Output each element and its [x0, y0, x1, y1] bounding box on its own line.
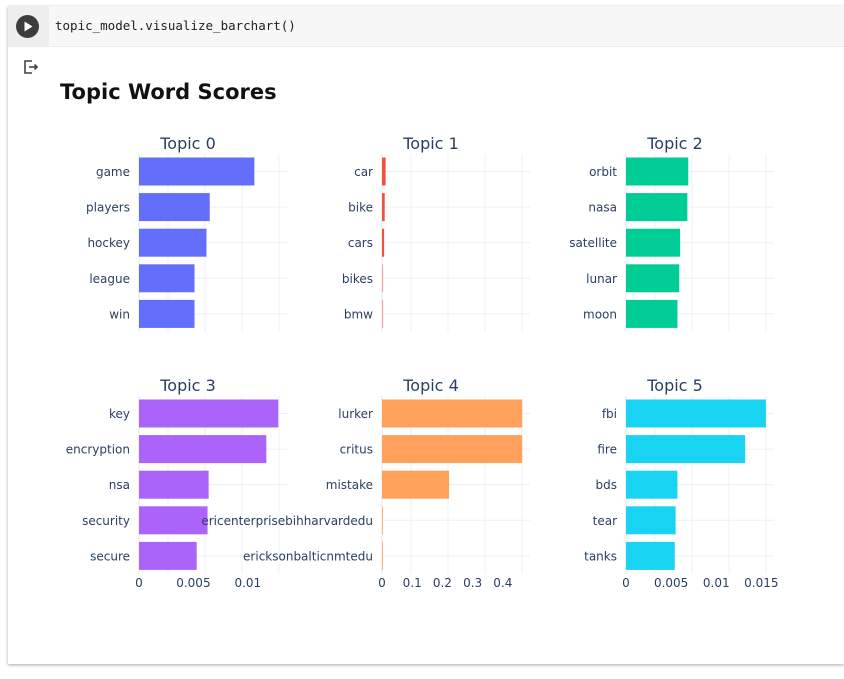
bar-orbit[interactable] [626, 157, 689, 186]
bar-label: nsa [109, 478, 130, 492]
cell-output: Topic Word Scores Topic 0 game players hock… [49, 52, 844, 664]
bar-label: secure [90, 549, 130, 563]
bar-label: cars [348, 236, 373, 250]
x-tick-label: 0 [622, 576, 630, 590]
bar-security[interactable] [139, 506, 208, 535]
x-tick-label: 0.01 [703, 576, 730, 590]
code-editor[interactable]: topic_model.visualize_barchart() [55, 18, 296, 33]
bar-tear[interactable] [626, 506, 676, 535]
bar-label: moon [583, 307, 617, 321]
bar-label: lunar [586, 272, 617, 286]
play-icon [24, 21, 32, 32]
bar-car[interactable] [382, 157, 386, 186]
notebook-cell: topic_model.visualize_barchart() Topic W… [8, 6, 844, 664]
subplot-topic-1: Topic 1 car bike cars bikes bmw [342, 134, 530, 332]
bar-ericksonbalticnmtedu[interactable] [382, 541, 383, 570]
subplot-topic-2: Topic 2 orbit nasa satellite lunar moon [569, 134, 774, 332]
bar-ericenterprisebihharvardedu[interactable] [382, 506, 383, 535]
subplot-topic-4: Topic 4 lurker critus mistake ericenterprise… [201, 376, 530, 590]
bar-satellite[interactable] [626, 228, 681, 257]
bar-tanks[interactable] [626, 541, 675, 570]
subplot-topic-0: Topic 0 game players hockey league win [86, 134, 287, 332]
bar-label: car [354, 165, 373, 179]
bar-nsa[interactable] [139, 470, 209, 499]
bar-critus[interactable] [382, 435, 523, 464]
bar-label: bmw [344, 307, 373, 321]
bar-label: league [89, 272, 130, 286]
x-tick-label: 0.005 [654, 576, 688, 590]
bar-bmw[interactable] [382, 299, 384, 328]
x-tick-label: 0.1 [403, 576, 422, 590]
bar-secure[interactable] [139, 541, 197, 570]
bar-fbi[interactable] [626, 399, 766, 428]
bar-fire[interactable] [626, 435, 746, 464]
x-tick-label: 0.005 [176, 576, 210, 590]
bar-label: bds [596, 478, 618, 492]
x-tick-label: 0.2 [433, 576, 452, 590]
bar-key[interactable] [139, 399, 279, 428]
subplot-title: Topic 2 [646, 134, 703, 153]
bar-label: critus [340, 443, 373, 457]
x-tick-label: 0.4 [493, 576, 512, 590]
bar-hockey[interactable] [139, 228, 207, 257]
bar-bikes[interactable] [382, 264, 384, 293]
bar-label: fbi [602, 407, 617, 421]
run-cell-button[interactable] [16, 15, 39, 38]
bar-label: mistake [326, 478, 373, 492]
bar-label: nasa [588, 201, 617, 215]
x-tick-label: 0 [378, 576, 386, 590]
bar-moon[interactable] [626, 299, 678, 328]
bar-lurker[interactable] [382, 399, 523, 428]
bar-cars[interactable] [382, 228, 385, 257]
x-tick-label: 0.015 [744, 576, 778, 590]
bar-game[interactable] [139, 157, 255, 186]
bar-label: ericenterprisebihharvardedu [201, 514, 373, 528]
bar-mistake[interactable] [382, 470, 450, 499]
subplot-title: Topic 0 [159, 134, 216, 153]
bar-bike[interactable] [382, 193, 385, 222]
bar-label: tear [593, 514, 617, 528]
bar-lunar[interactable] [626, 264, 680, 293]
bar-league[interactable] [139, 264, 195, 293]
bar-label: bikes [342, 272, 373, 286]
bar-label: security [82, 514, 130, 528]
bar-label: tanks [584, 549, 617, 563]
x-tick-label: 0.01 [234, 576, 261, 590]
bar-encryption[interactable] [139, 435, 267, 464]
bar-label: players [86, 201, 130, 215]
subplot-title: Topic 5 [646, 376, 703, 395]
bar-label: lurker [338, 407, 373, 421]
x-tick-label: 0.3 [463, 576, 482, 590]
figure-title: Topic Word Scores [60, 80, 277, 104]
bar-label: satellite [569, 236, 617, 250]
subplot-title: Topic 3 [159, 376, 216, 395]
bar-win[interactable] [139, 299, 195, 328]
bar-label: win [109, 307, 130, 321]
bar-label: key [109, 407, 130, 421]
bar-label: game [96, 165, 130, 179]
bar-label: hockey [87, 236, 130, 250]
x-tick-label: 0 [135, 576, 143, 590]
subplot-title: Topic 1 [402, 134, 459, 153]
bar-nasa[interactable] [626, 193, 688, 222]
bar-label: orbit [589, 165, 617, 179]
bar-label: bike [348, 201, 373, 215]
bar-label: fire [597, 443, 617, 457]
code-row: topic_model.visualize_barchart() [8, 6, 844, 47]
bar-label: encryption [66, 443, 130, 457]
bar-bds[interactable] [626, 470, 678, 499]
bar-players[interactable] [139, 193, 210, 222]
subplot-title: Topic 4 [402, 376, 459, 395]
output-redirect-icon[interactable] [22, 58, 40, 76]
subplot-topic-3: Topic 3 key encryption nsa security secure 0 0.… [66, 376, 287, 590]
run-gutter [8, 6, 49, 46]
subplot-topic-5: Topic 5 fbi fire bds tear tanks 0 0.005 0.01 0.01… [584, 376, 778, 590]
bar-label: ericksonbalticnmtedu [243, 549, 373, 563]
